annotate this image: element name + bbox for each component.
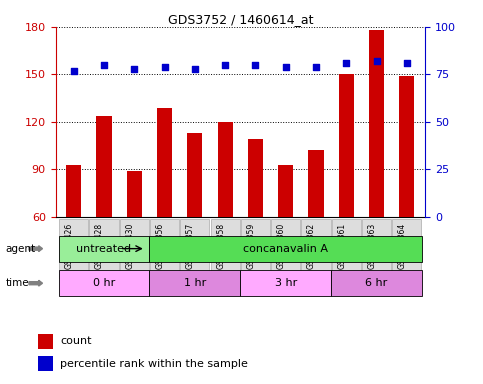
Text: GSM429862: GSM429862 bbox=[307, 222, 316, 268]
Text: GSM429859: GSM429859 bbox=[246, 222, 256, 268]
Bar bbox=[278, 165, 293, 217]
Bar bbox=[362, 220, 391, 278]
Point bbox=[130, 66, 138, 72]
Bar bbox=[241, 220, 270, 278]
Title: GDS3752 / 1460614_at: GDS3752 / 1460614_at bbox=[168, 13, 313, 26]
Point bbox=[373, 58, 381, 64]
Bar bbox=[150, 220, 179, 278]
Text: 6 hr: 6 hr bbox=[366, 278, 388, 288]
Bar bbox=[187, 133, 202, 217]
Bar bbox=[38, 334, 54, 349]
Bar bbox=[149, 270, 241, 296]
Text: GSM429856: GSM429856 bbox=[156, 222, 165, 268]
Point bbox=[342, 60, 350, 66]
Point bbox=[312, 64, 320, 70]
Point bbox=[252, 62, 259, 68]
Point bbox=[100, 62, 108, 68]
Text: agent: agent bbox=[6, 243, 36, 254]
Text: percentile rank within the sample: percentile rank within the sample bbox=[60, 359, 248, 369]
Text: GSM429426: GSM429426 bbox=[65, 222, 74, 268]
Point bbox=[403, 60, 411, 66]
Point bbox=[70, 68, 78, 74]
Bar bbox=[211, 220, 240, 278]
Text: GSM429861: GSM429861 bbox=[337, 222, 346, 268]
Bar bbox=[149, 236, 422, 262]
Bar bbox=[331, 270, 422, 296]
Bar bbox=[180, 220, 210, 278]
Bar bbox=[248, 139, 263, 217]
Text: untreated: untreated bbox=[76, 243, 131, 254]
Point bbox=[221, 62, 229, 68]
Bar bbox=[301, 220, 330, 278]
Bar bbox=[157, 108, 172, 217]
Bar bbox=[66, 165, 81, 217]
Point bbox=[191, 66, 199, 72]
Bar bbox=[271, 220, 300, 278]
Bar bbox=[332, 220, 361, 278]
Bar bbox=[58, 236, 149, 262]
Bar bbox=[127, 171, 142, 217]
Text: GSM429857: GSM429857 bbox=[186, 222, 195, 268]
Bar bbox=[369, 30, 384, 217]
Text: GSM429863: GSM429863 bbox=[368, 222, 377, 268]
Bar bbox=[38, 356, 54, 371]
Bar bbox=[241, 270, 331, 296]
Bar bbox=[59, 220, 88, 278]
Point bbox=[161, 64, 169, 70]
Text: count: count bbox=[60, 336, 91, 346]
Bar bbox=[392, 220, 421, 278]
Point bbox=[282, 64, 290, 70]
Bar bbox=[89, 220, 118, 278]
Text: 3 hr: 3 hr bbox=[275, 278, 297, 288]
Text: 0 hr: 0 hr bbox=[93, 278, 115, 288]
Text: GSM429860: GSM429860 bbox=[277, 222, 286, 268]
Text: GSM429430: GSM429430 bbox=[125, 222, 134, 269]
Text: GSM429858: GSM429858 bbox=[216, 222, 225, 268]
Bar bbox=[339, 74, 354, 217]
Bar bbox=[120, 220, 149, 278]
Text: GSM429864: GSM429864 bbox=[398, 222, 407, 268]
Text: 1 hr: 1 hr bbox=[184, 278, 206, 288]
Bar bbox=[97, 116, 112, 217]
Text: concanavalin A: concanavalin A bbox=[243, 243, 328, 254]
Bar bbox=[217, 122, 233, 217]
Bar bbox=[309, 151, 324, 217]
Text: GSM429428: GSM429428 bbox=[95, 222, 104, 268]
Bar bbox=[58, 270, 149, 296]
Text: time: time bbox=[6, 278, 29, 288]
Bar bbox=[399, 76, 414, 217]
